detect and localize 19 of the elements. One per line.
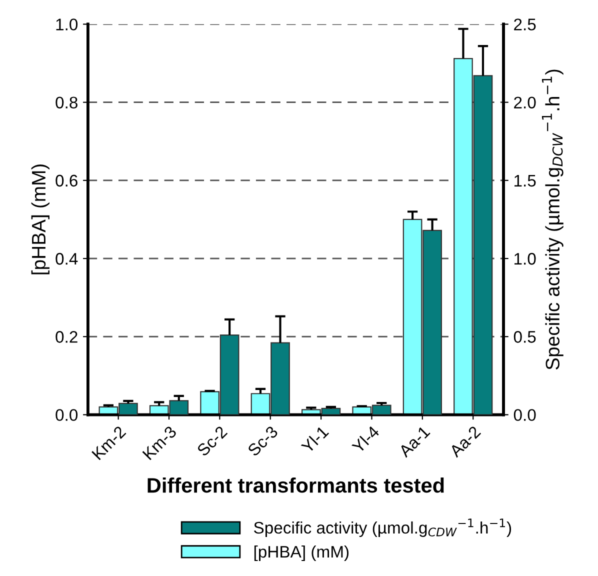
x-tick-label: Yl-4 xyxy=(351,424,380,454)
y-tick-label: 0.4 xyxy=(56,252,78,265)
legend-label: [pHBA] (mM) xyxy=(254,545,349,561)
y-tick-label: 0.6 xyxy=(56,174,78,187)
x-axis-title: Different transformants tested xyxy=(148,477,444,493)
y-tick-label: 0.0 xyxy=(56,409,78,421)
y2-tick-label: 1.0 xyxy=(514,252,536,265)
y2-tick-label: 2.5 xyxy=(514,18,536,30)
y2-tick-label: 1.5 xyxy=(514,174,536,187)
y-tick-label: 1.0 xyxy=(56,18,78,30)
y2-tick-label: 2.0 xyxy=(514,96,536,108)
y-tick-label: 0.8 xyxy=(56,96,78,108)
y2-tick-label: 0.0 xyxy=(514,409,536,421)
legend-label: Specific activity (µmol.g$_{CDW}$$^{−1}$.h$^{−1}$) xyxy=(254,518,512,537)
y2-axis-title: Specific activity (µmol.g$_{DCW}$$^{−1}$.h$^{−1}$) xyxy=(542,70,564,370)
y-axis-title: [pHBA] (mM) xyxy=(31,164,50,274)
y2-tick-label: 0.5 xyxy=(514,331,536,343)
y-tick-label: 0.2 xyxy=(56,331,78,343)
x-tick-label: Yl-1 xyxy=(300,425,330,454)
